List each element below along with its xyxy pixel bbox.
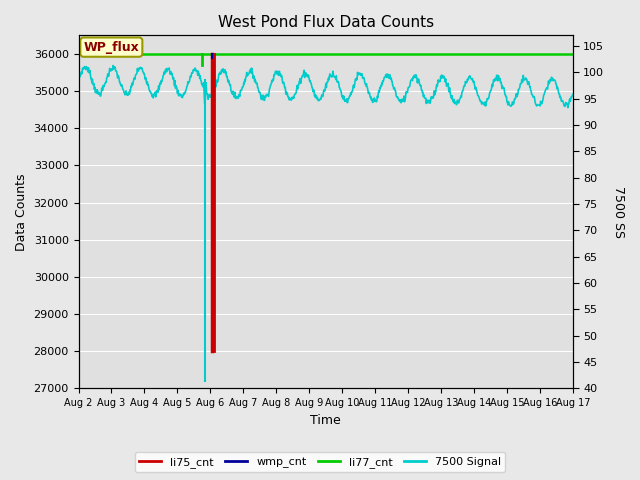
X-axis label: Time: Time [310,414,341,427]
Text: WP_flux: WP_flux [83,41,140,54]
Y-axis label: 7500 SS: 7500 SS [612,186,625,238]
Title: West Pond Flux Data Counts: West Pond Flux Data Counts [218,15,434,30]
Y-axis label: Data Counts: Data Counts [15,173,28,251]
Legend: li75_cnt, wmp_cnt, li77_cnt, 7500 Signal: li75_cnt, wmp_cnt, li77_cnt, 7500 Signal [135,452,505,472]
